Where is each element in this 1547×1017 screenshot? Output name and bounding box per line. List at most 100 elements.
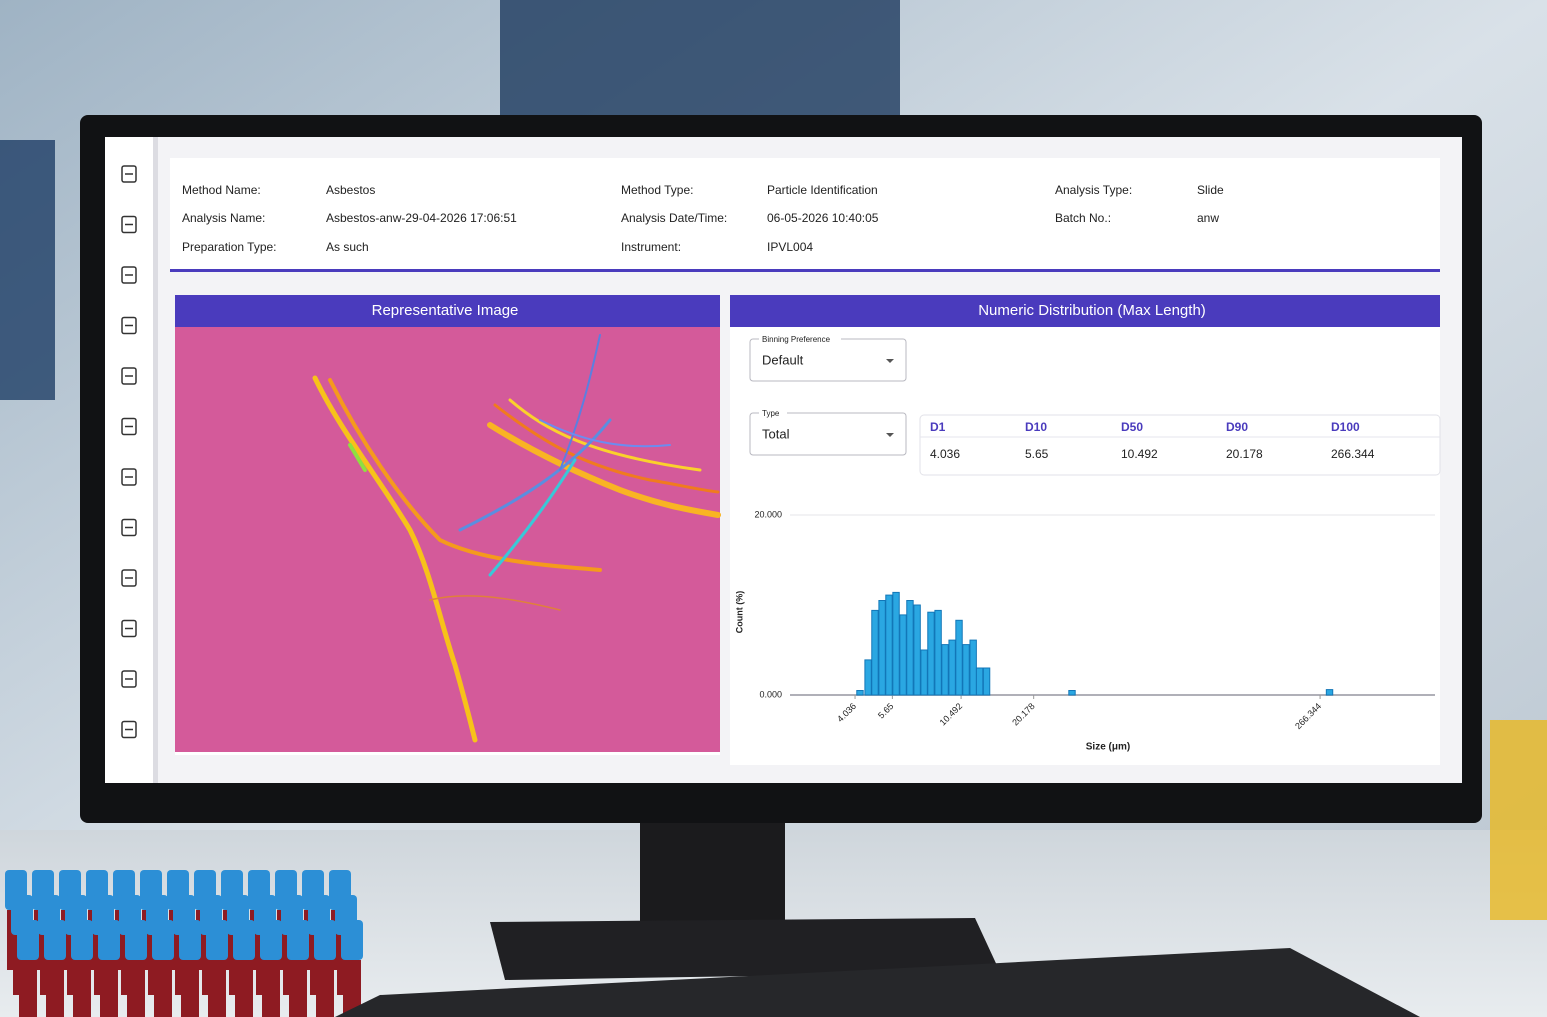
info-label: Batch No.: — [1055, 211, 1111, 225]
tube-cap — [98, 920, 120, 960]
image-panel-header — [175, 295, 720, 327]
info-label: Analysis Name: — [182, 211, 265, 225]
bar — [856, 690, 864, 696]
sidebar — [105, 137, 153, 783]
info-value: 06-05-2026 10:40:05 — [767, 211, 879, 225]
tube-cap — [17, 920, 39, 960]
select-arrow — [886, 433, 894, 437]
keyboard — [335, 948, 1420, 1017]
info-value: Asbestos-anw-29-04-2026 17:06:51 — [326, 211, 517, 225]
tube-body — [100, 960, 118, 1017]
stats-header: D50 — [1121, 420, 1143, 434]
tube-body — [343, 960, 361, 1017]
bar — [927, 611, 935, 696]
stats-value: 5.65 — [1025, 447, 1049, 461]
stats-header: D10 — [1025, 420, 1047, 434]
info-label: Instrument: — [621, 240, 681, 254]
bar — [962, 644, 970, 696]
tube-cap — [125, 920, 147, 960]
info-value: As such — [326, 240, 369, 254]
tube-body — [46, 960, 64, 1017]
stats-header: D90 — [1226, 420, 1248, 434]
tube-cap — [233, 920, 255, 960]
info-label: Analysis Type: — [1055, 183, 1132, 197]
tube-cap — [179, 920, 201, 960]
bar — [941, 644, 949, 696]
nav-icon — [121, 518, 137, 537]
bar — [1325, 689, 1334, 696]
y-tick-label: 20.000 — [754, 509, 782, 519]
select-value: Total — [762, 426, 790, 441]
micrograph — [175, 327, 720, 752]
bar — [878, 600, 886, 696]
tube-body — [208, 960, 226, 1017]
tube-cap — [44, 920, 66, 960]
info-value: IPVL004 — [767, 240, 813, 254]
tube-cap — [71, 920, 93, 960]
stats-cells: D1 4.036 D10 5.65 D50 10.492 D90 20.178 D100 266.… — [930, 420, 1375, 461]
info-grid: Method Name: Asbestos Analysis Name: Asbest… — [182, 183, 1224, 254]
y-axis-label: Count (%) — [734, 591, 744, 634]
nav-icon — [121, 468, 137, 486]
stats-header: D1 — [930, 420, 946, 434]
nav-icon — [121, 316, 137, 335]
tube-body — [289, 960, 307, 1017]
nav-icon — [121, 215, 137, 234]
stats-value: 20.178 — [1226, 447, 1263, 461]
tube-body — [262, 960, 280, 1017]
chart-title: Numeric Distribution (Max Length) — [978, 302, 1206, 319]
tube-body — [73, 960, 91, 1017]
tube-cap — [152, 920, 174, 960]
bar — [969, 639, 977, 696]
tube-body — [19, 960, 37, 1017]
info-label: Method Type: — [621, 183, 694, 197]
y-tick-label: 0.000 — [759, 689, 782, 699]
nav-icon — [121, 165, 137, 183]
info-value: Slide — [1197, 183, 1224, 197]
stand-neck — [640, 810, 785, 925]
x-axis-label: Size (μm) — [1086, 742, 1130, 753]
stats-value: 266.344 — [1331, 447, 1375, 461]
bg-bottle — [1490, 720, 1547, 920]
info-label: Preparation Type: — [182, 240, 277, 254]
nav-icon — [121, 266, 137, 284]
sidebar-icons — [121, 165, 137, 739]
tube-cap — [206, 920, 228, 960]
tube-body — [235, 960, 253, 1017]
stats-header: D100 — [1331, 420, 1360, 434]
tube-body — [181, 960, 199, 1017]
info-value: anw — [1197, 211, 1219, 225]
bg-screen — [0, 140, 55, 400]
info-label: Analysis Date/Time: — [621, 211, 727, 225]
bar — [982, 667, 991, 696]
bar — [1068, 690, 1076, 696]
tube-cap — [287, 920, 309, 960]
stats-value: 10.492 — [1121, 447, 1158, 461]
select-label-bg — [759, 334, 841, 344]
fibers — [312, 334, 721, 743]
nav-icon — [121, 569, 137, 587]
bar — [920, 649, 928, 696]
bar — [885, 594, 893, 696]
info-label: Method Name: — [182, 183, 261, 197]
bar — [899, 614, 907, 696]
select-label: Type — [762, 409, 780, 418]
bar — [948, 639, 956, 696]
nav-icon — [121, 417, 137, 436]
stats-table — [919, 414, 1441, 476]
info-card — [170, 158, 1440, 271]
nav-icon — [121, 670, 137, 688]
select-label-bg — [759, 408, 787, 418]
image-panel-title: Representative Image — [372, 302, 519, 319]
tube-cap — [314, 920, 336, 960]
nav-icon — [121, 367, 137, 385]
bar — [871, 609, 879, 696]
nav-icon — [121, 619, 137, 638]
select-value: Default — [762, 352, 804, 367]
bar — [906, 600, 914, 696]
nav-icon — [121, 720, 137, 739]
bar — [934, 609, 942, 696]
type-select[interactable] — [749, 412, 907, 456]
tube-cap — [260, 920, 282, 960]
